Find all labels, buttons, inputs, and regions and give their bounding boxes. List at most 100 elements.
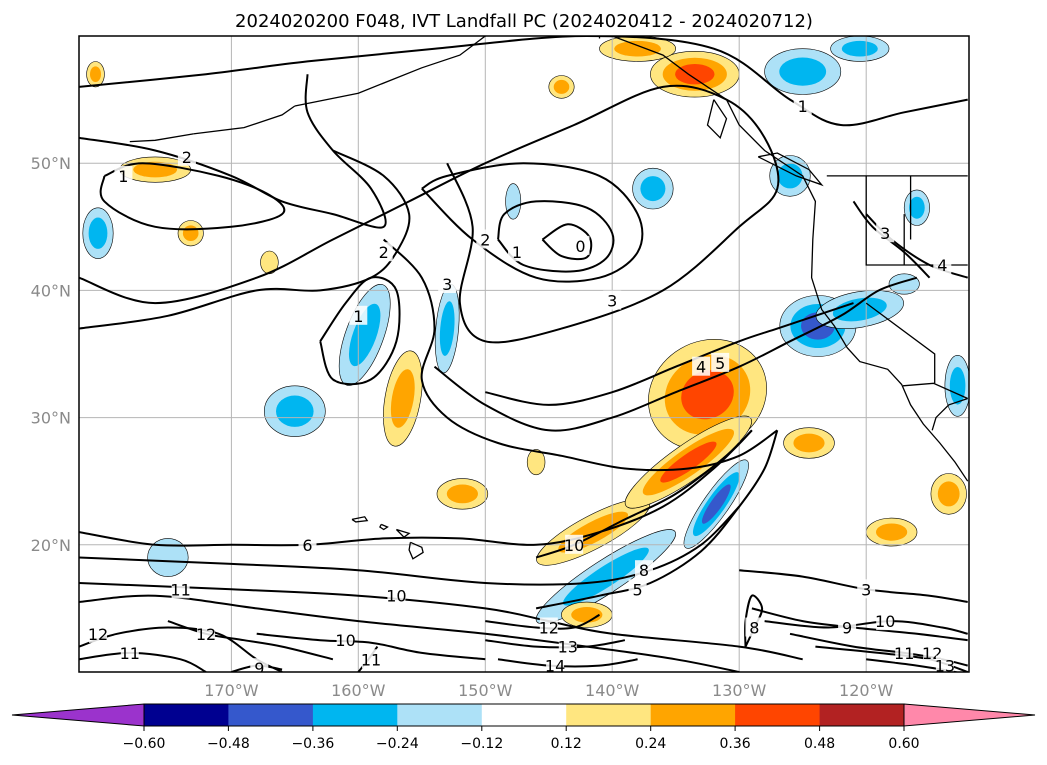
ivt-anomaly-25 xyxy=(930,473,967,515)
ivt-shade xyxy=(446,484,478,504)
ivt-anomaly-21 xyxy=(903,189,930,226)
colorbar-swatch-4 xyxy=(481,704,567,726)
contour-label-bg xyxy=(374,242,393,262)
ivt-anomaly-10 xyxy=(383,350,423,447)
ivt-anomaly-3 xyxy=(535,529,676,624)
lon-label-150: 150°W xyxy=(458,681,513,700)
contour-label-11: 11 xyxy=(120,644,140,663)
lat-label-40: 40°N xyxy=(31,281,71,300)
ivt-anomaly-12 xyxy=(436,478,489,510)
lat-label-50: 50°N xyxy=(31,154,71,173)
contour-label-12: 12 xyxy=(196,625,216,644)
colorbar-label-3: −0.24 xyxy=(376,736,419,752)
colorbar-swatch-6 xyxy=(650,704,736,726)
contour-label-bg xyxy=(298,534,317,554)
border-2 xyxy=(902,382,968,400)
contour-label-1: 1 xyxy=(353,307,363,326)
ivt-shade xyxy=(832,297,887,322)
contour-label-2: 2 xyxy=(182,148,192,167)
ivt-shade xyxy=(182,225,199,241)
coastline-0 xyxy=(485,36,969,482)
colorbar-label-4: −0.12 xyxy=(460,736,503,752)
contour-label-bg xyxy=(546,655,565,672)
contour-label-bg xyxy=(336,630,355,650)
colorbar-swatch-2 xyxy=(312,704,398,726)
ivt-anomaly-18 xyxy=(830,36,890,62)
plot-frame xyxy=(78,35,970,673)
coastline-7 xyxy=(351,516,369,523)
contour-label-13: 13 xyxy=(935,657,955,676)
contour-label-bg xyxy=(745,617,764,637)
ivt-shade xyxy=(276,395,314,427)
contour-line-1 xyxy=(99,162,286,231)
ivt-anomaly-4 xyxy=(683,459,749,549)
contour-label-bg xyxy=(438,274,457,293)
contour-label-1: 1 xyxy=(512,243,522,262)
contour-line-4 xyxy=(433,276,918,432)
coastline-6 xyxy=(129,133,194,143)
colorbar-label-9: 0.60 xyxy=(888,736,919,752)
ivt-anomaly-24 xyxy=(147,538,189,577)
contour-line-1 xyxy=(497,200,615,273)
contour-label-14: 14 xyxy=(545,657,565,676)
contour-label-bg xyxy=(692,356,711,376)
ivt-shade xyxy=(147,538,189,577)
ivt-shade xyxy=(841,40,878,57)
ivt-anomaly-8 xyxy=(434,283,460,374)
contour-label-bg xyxy=(508,242,526,262)
contour-label-10: 10 xyxy=(564,536,584,555)
contour-label-10: 10 xyxy=(386,587,406,606)
border-4 xyxy=(865,302,936,384)
colorbar-swatch-1 xyxy=(228,704,314,726)
ivt-shade xyxy=(553,79,570,94)
contour-line-8 xyxy=(79,505,740,586)
contour-label-3: 3 xyxy=(880,224,890,243)
colorbar-under-arrow xyxy=(11,703,145,727)
ivt-anomaly-2 xyxy=(624,415,752,509)
contour-label-bg xyxy=(558,636,577,656)
contour-label-bg xyxy=(895,642,914,662)
chart-title: 2024020200 F048, IVT Landfall PC (202402… xyxy=(235,11,813,32)
coastline-4 xyxy=(294,36,486,107)
ivt-anomaly-28 xyxy=(86,61,105,88)
ivt-shade xyxy=(526,449,546,476)
ivt-anomaly-9 xyxy=(263,385,326,437)
coastline-1 xyxy=(706,99,728,140)
contour-line-10 xyxy=(79,582,803,661)
colorbar-swatch-5 xyxy=(566,704,652,726)
ivt-anomaly-30 xyxy=(561,601,613,628)
contour-label-bg xyxy=(935,655,954,672)
coastline-3 xyxy=(931,397,968,431)
latitude-labels: 20°N 30°N 40°N 50°N xyxy=(31,154,71,555)
contour-label-bg xyxy=(120,642,139,662)
ivt-anomaly-29 xyxy=(177,220,204,247)
contour-line-10 xyxy=(256,632,486,661)
colorbar-label-2: −0.36 xyxy=(291,736,334,752)
contour-label-11: 11 xyxy=(894,644,914,663)
contour-label-9: 9 xyxy=(254,659,264,678)
ivt-shade xyxy=(439,301,455,356)
coastline-5 xyxy=(193,105,296,135)
colorbar-swatch-0 xyxy=(144,704,229,726)
contour-label-bg xyxy=(571,235,590,255)
ivt-shade xyxy=(681,370,734,420)
contour-label-11: 11 xyxy=(361,650,381,669)
ivt-shade xyxy=(88,217,108,249)
ivt-shade xyxy=(675,63,715,85)
ivt-shade xyxy=(614,40,661,57)
ivt-shade xyxy=(90,66,101,82)
ivt-anomaly-20 xyxy=(632,167,674,210)
contour-line-6 xyxy=(79,429,753,547)
lon-label-140: 140°W xyxy=(585,681,640,700)
ivt-shade xyxy=(640,176,666,202)
contour-label-bg xyxy=(876,223,895,243)
contour-label-bg xyxy=(476,229,495,249)
contour-label-bg xyxy=(539,617,558,637)
ivt-shade xyxy=(390,369,415,428)
ivt-anomaly-11 xyxy=(526,449,546,476)
contour-line-14 xyxy=(497,658,638,668)
coastline-9 xyxy=(395,528,411,539)
ivt-shade xyxy=(562,547,649,606)
